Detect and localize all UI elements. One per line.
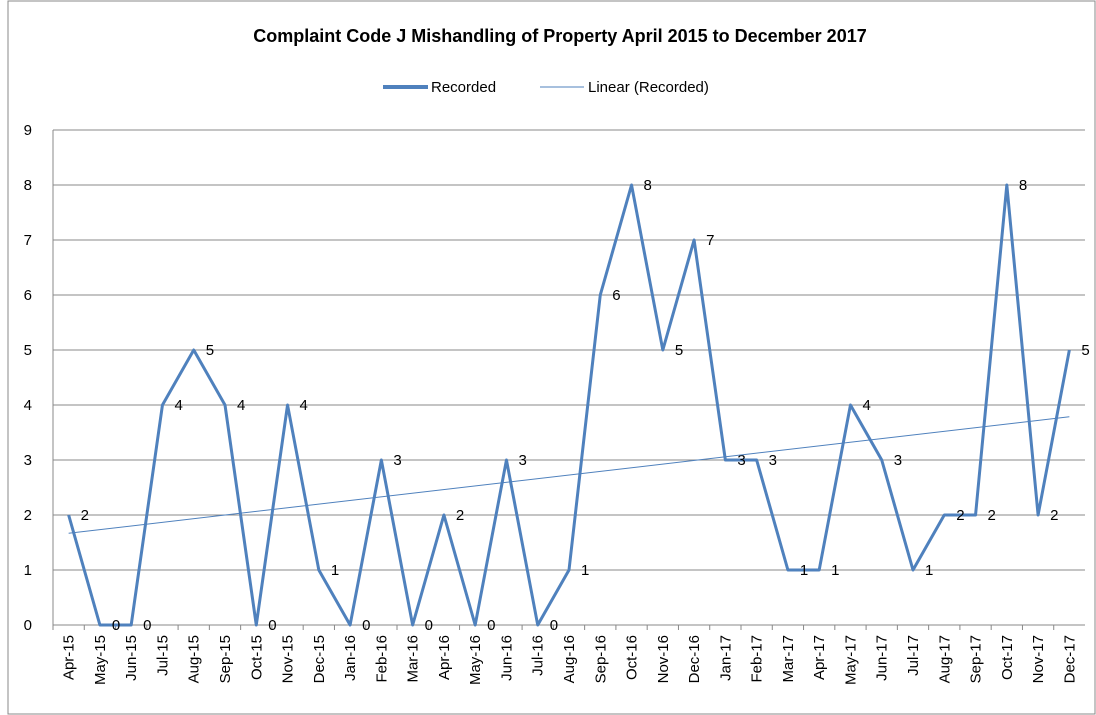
legend-label: Recorded (431, 79, 496, 96)
data-label: 4 (300, 397, 308, 414)
x-tick-label: Apr-15 (61, 635, 78, 680)
x-tick-label: May-15 (92, 635, 109, 685)
x-tick-label: Nov-16 (655, 635, 672, 683)
x-tick-label: Nov-15 (280, 635, 297, 683)
x-tick-label: Aug-16 (561, 635, 578, 683)
x-tick-label: Jul-17 (905, 635, 922, 676)
data-label: 2 (988, 507, 996, 524)
x-tick-label: Apr-16 (436, 635, 453, 680)
data-label: 5 (1081, 342, 1089, 359)
y-tick-label: 8 (24, 177, 32, 194)
data-label: 0 (487, 617, 495, 634)
x-tick-label: May-16 (467, 635, 484, 685)
y-tick-label: 9 (24, 122, 32, 139)
x-tick-label: Jun-15 (123, 635, 140, 681)
data-label: 0 (268, 617, 276, 634)
y-tick-label: 1 (24, 562, 32, 579)
data-label: 1 (331, 562, 339, 579)
data-label: 6 (612, 287, 620, 304)
data-label: 0 (112, 617, 120, 634)
data-label: 8 (1019, 177, 1027, 194)
y-tick-label: 6 (24, 287, 32, 304)
x-tick-label: Sep-15 (217, 635, 234, 683)
y-tick-label: 4 (24, 397, 32, 414)
data-label: 3 (393, 452, 401, 469)
data-label: 2 (456, 507, 464, 524)
data-label: 0 (550, 617, 558, 634)
x-tick-label: Mar-17 (780, 635, 797, 683)
x-tick-label: Oct-16 (624, 635, 641, 680)
x-tick-label: Sep-16 (592, 635, 609, 683)
x-tick-label: Sep-17 (968, 635, 985, 683)
chart-border (7, 0, 1096, 715)
y-tick-label: 7 (24, 232, 32, 249)
data-label: 2 (81, 507, 89, 524)
x-tick-label: Jan-17 (717, 635, 734, 681)
chart-title: Complaint Code J Mishandling of Property… (253, 26, 866, 46)
data-label: 4 (237, 397, 245, 414)
x-tick-label: Jul-16 (530, 635, 547, 676)
x-tick-label: Feb-16 (373, 635, 390, 683)
x-tick-label: Apr-17 (811, 635, 828, 680)
data-label: 3 (894, 452, 902, 469)
y-tick-label: 2 (24, 507, 32, 524)
data-label: 3 (737, 452, 745, 469)
x-tick-label: Aug-15 (186, 635, 203, 683)
x-tick-label: Mar-16 (405, 635, 422, 683)
x-tick-label: Oct-17 (999, 635, 1016, 680)
trend-line (68, 416, 1070, 534)
x-tick-label: Dec-16 (686, 635, 703, 683)
data-label: 1 (925, 562, 933, 579)
data-label: 5 (675, 342, 683, 359)
data-label: 0 (143, 617, 151, 634)
data-label: 3 (769, 452, 777, 469)
legend-label: Linear (Recorded) (588, 79, 709, 96)
x-tick-label: Dec-15 (311, 635, 328, 683)
y-tick-label: 3 (24, 452, 32, 469)
data-label: 2 (1050, 507, 1058, 524)
data-label: 1 (800, 562, 808, 579)
data-label: 2 (956, 507, 964, 524)
data-label: 0 (425, 617, 433, 634)
y-tick-label: 0 (24, 617, 32, 634)
data-label: 4 (174, 397, 182, 414)
x-tick-label: May-17 (842, 635, 859, 685)
x-tick-label: Aug-17 (936, 635, 953, 683)
data-label: 8 (644, 177, 652, 194)
x-tick-label: Jan-16 (342, 635, 359, 681)
data-label: 7 (706, 232, 714, 249)
x-tick-label: Nov-17 (1030, 635, 1047, 683)
data-label: 4 (862, 397, 870, 414)
x-tick-label: Jul-15 (154, 635, 171, 676)
x-tick-label: Oct-15 (248, 635, 265, 680)
x-tick-label: Jun-17 (874, 635, 891, 681)
x-tick-label: Dec-17 (1061, 635, 1078, 683)
data-label: 5 (206, 342, 214, 359)
y-tick-label: 5 (24, 342, 32, 359)
x-tick-label: Jun-16 (498, 635, 515, 681)
data-line (67, 183, 1071, 627)
data-label: 1 (581, 562, 589, 579)
data-label: 0 (362, 617, 370, 634)
x-tick-label: Feb-17 (749, 635, 766, 683)
data-label: 1 (831, 562, 839, 579)
data-label: 3 (518, 452, 526, 469)
